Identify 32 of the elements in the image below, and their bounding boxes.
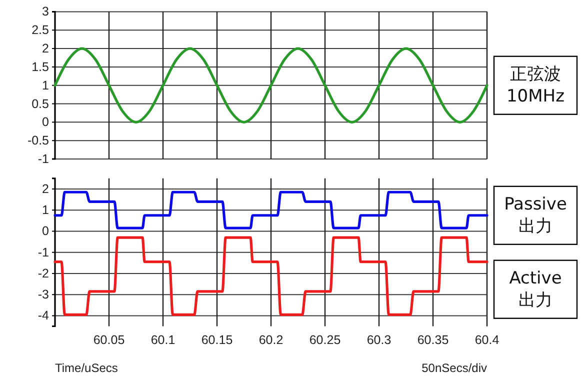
x-tick-label: 60.35: [417, 333, 449, 348]
series-label: Passive 出力: [504, 194, 567, 236]
y-tick-label: -2: [38, 266, 50, 280]
x-tick-label: 60.25: [309, 333, 341, 348]
series-label: Active 出力: [509, 268, 562, 310]
x-axis-title: Time/uSecs: [55, 361, 118, 375]
y-tick-label: 0: [42, 224, 50, 238]
y-tick-label: 1: [42, 78, 50, 92]
line-series: [54, 236, 488, 316]
line-series: [54, 47, 488, 124]
y-tick-label: -1: [38, 245, 50, 260]
y-tick-label: 0.5: [32, 96, 50, 111]
y-tick-label: 1: [42, 203, 50, 218]
x-tick-label: 60.4: [474, 333, 500, 348]
y-tick-label: 2: [42, 42, 50, 56]
y-tick-label: 0: [42, 115, 50, 130]
y-tick-label: -1: [38, 152, 50, 166]
x-tick-label: 60.2: [258, 333, 284, 348]
text: 50nSecs/div: [422, 361, 487, 375]
y-tick-label: -0.5: [27, 134, 50, 148]
y-tick-label: 2: [42, 182, 50, 196]
x-tick-label: 60.3: [366, 333, 392, 348]
series-label: 正弦波 10MHz: [506, 64, 565, 106]
y-tick-label: -3: [38, 288, 50, 302]
x-tick-label: 60.1: [150, 333, 176, 348]
y-tick-label: 1.5: [32, 60, 50, 74]
x-tick-label: 60.15: [201, 333, 233, 348]
y-tick-label: 2.5: [32, 23, 50, 38]
line-series: [54, 190, 488, 230]
y-tick-label: 3: [42, 4, 50, 19]
x-tick-label: 60.05: [93, 333, 125, 348]
y-tick-label: -4: [38, 308, 50, 323]
